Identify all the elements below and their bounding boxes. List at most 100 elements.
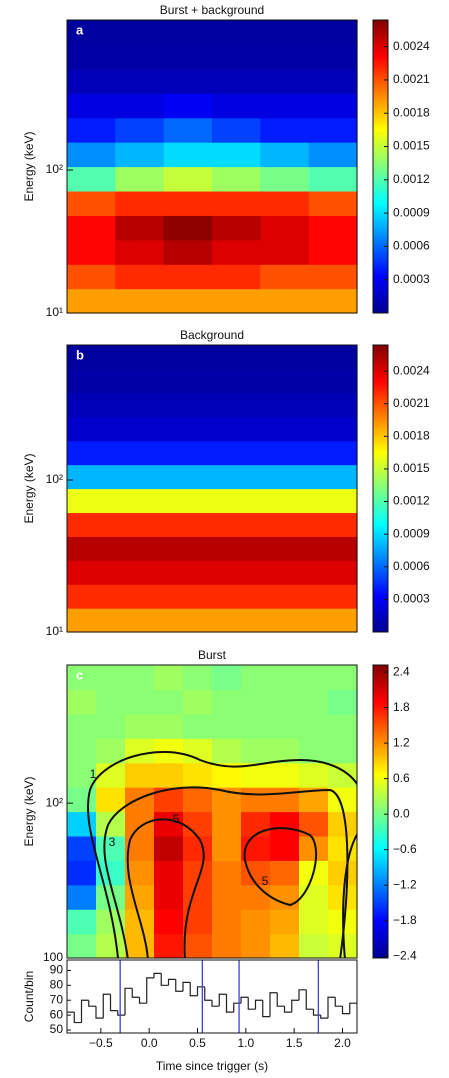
x-axis-label: Time since trigger (s) — [156, 1059, 268, 1073]
heat-cell — [260, 20, 310, 46]
heat-cell — [299, 909, 329, 935]
heat-cell — [163, 142, 213, 168]
heat-cell — [67, 933, 97, 959]
heat-cell — [241, 665, 271, 691]
heat-cell — [241, 811, 271, 837]
histogram-step — [240, 996, 249, 1004]
heat-cell — [212, 933, 242, 959]
contour-line — [126, 818, 205, 958]
heat-cell — [212, 264, 261, 290]
heat-cell — [67, 68, 116, 94]
heat-cell — [241, 689, 271, 715]
heat-cell — [96, 787, 126, 813]
histogram-step — [109, 994, 118, 1012]
histogram-step — [312, 1009, 321, 1016]
histogram-step — [276, 992, 285, 1007]
panel-label: c — [76, 667, 83, 682]
y-tick-label: 10¹ — [46, 305, 63, 319]
histogram-step — [117, 1010, 125, 1016]
heat-cell — [67, 416, 358, 442]
heat-cell — [260, 44, 310, 70]
plot-frame — [66, 19, 358, 314]
heat-cell — [67, 93, 116, 119]
colorbar — [372, 344, 389, 633]
heat-cell — [163, 190, 213, 216]
colorbar-tick-label: 1.8 — [393, 700, 410, 714]
heat-cell — [67, 811, 97, 837]
heat-cell — [212, 239, 261, 265]
colorbar-tick-label: 0.0021 — [393, 72, 430, 86]
histogram-step — [88, 1000, 96, 1007]
heat-cell — [163, 288, 213, 314]
heat-cell — [260, 239, 310, 265]
heat-cell — [154, 909, 184, 935]
heat-cell — [67, 117, 116, 143]
y-axis-label: Count/bin — [22, 971, 36, 1022]
histogram-step — [167, 978, 176, 986]
heat-cell — [154, 884, 184, 910]
heat-cell — [67, 488, 358, 514]
y-tick-label: 50 — [50, 1022, 64, 1036]
heat-cell — [183, 884, 213, 910]
contour-line — [86, 751, 357, 958]
heat-cell — [212, 689, 242, 715]
heat-cell — [67, 142, 116, 168]
x-tick-label: 1.5 — [286, 1036, 303, 1050]
heat-cell — [115, 68, 165, 94]
colorbar — [372, 664, 389, 959]
heat-cell — [67, 440, 358, 466]
heat-cell — [308, 190, 358, 216]
colorbar-tick-label: 0.0012 — [393, 494, 430, 508]
histogram-step — [175, 979, 183, 992]
heat-cell — [270, 860, 300, 886]
heat-cell — [308, 288, 358, 314]
heat-cell — [212, 142, 261, 168]
heat-cell — [212, 117, 261, 143]
heat-cell — [260, 288, 310, 314]
heat-cell — [328, 811, 358, 837]
histogram-step — [160, 973, 169, 986]
heat-cell — [328, 860, 358, 886]
heat-cell — [154, 762, 184, 788]
heat-cell — [67, 689, 97, 715]
heat-cell — [163, 166, 213, 192]
y-tick-label: 10² — [46, 795, 63, 809]
heat-cell — [67, 738, 97, 764]
panel-label: a — [76, 22, 84, 37]
colorbar-tick-label: 0.0024 — [393, 39, 430, 53]
heat-cell — [212, 20, 261, 46]
y-tick-label: 70 — [50, 992, 64, 1006]
panel-label: b — [76, 347, 84, 362]
colorbar-tick-label: −1.2 — [393, 877, 417, 891]
heat-cell — [212, 68, 261, 94]
heat-cell — [67, 536, 358, 561]
colorbar-tick-label: 0.0018 — [393, 428, 430, 442]
y-tick-label: 60 — [50, 1007, 64, 1021]
contour-label: 1 — [90, 767, 97, 781]
colorbar-tick-label: 1.2 — [393, 735, 410, 749]
chart-title: Burst + background — [160, 3, 264, 17]
heat-cell — [163, 239, 213, 265]
heat-cell — [96, 933, 126, 959]
heat-cell — [115, 20, 165, 46]
heat-cell — [241, 933, 271, 959]
colorbar-tick-label: 0.0021 — [393, 396, 430, 410]
colorbar-tick-label: 0.0018 — [393, 105, 430, 119]
histogram-step — [283, 1006, 292, 1013]
heat-cell — [115, 93, 165, 119]
heat-cell — [270, 811, 300, 837]
colorbar-tick-label: 0.0003 — [393, 592, 430, 606]
chart-title: Burst — [198, 648, 227, 662]
heat-cell — [212, 860, 242, 886]
heat-cell — [96, 665, 126, 691]
heat-cell — [115, 264, 165, 290]
histogram-step — [305, 989, 314, 1010]
x-tick-label: −0.5 — [89, 1036, 113, 1050]
y-axis-label: Energy (keV) — [22, 131, 36, 201]
y-tick-label: 100 — [43, 950, 63, 964]
histogram-step — [80, 999, 89, 1023]
heat-cell — [67, 368, 358, 394]
heat-cell — [154, 713, 184, 739]
heat-cell — [260, 117, 310, 143]
